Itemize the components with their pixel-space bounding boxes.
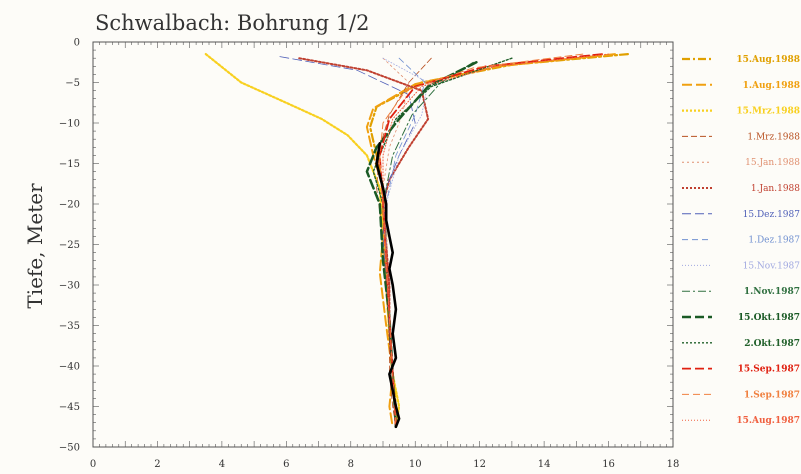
series-line bbox=[298, 57, 430, 428]
legend-label: 15.Dez.1987 bbox=[743, 210, 801, 220]
y-axis-label: Tiefe, Meter bbox=[23, 183, 47, 309]
legend-label: 15.Nov.1987 bbox=[743, 261, 801, 271]
legend-label: 15.Aug.1987 bbox=[736, 416, 800, 426]
x-tick-label: 6 bbox=[283, 459, 289, 470]
x-tick-label: 10 bbox=[409, 459, 422, 470]
legend-label: 15.Okt.1987 bbox=[738, 313, 800, 323]
x-tick-label: 16 bbox=[602, 459, 615, 470]
legend-label: 1.Aug.1988 bbox=[743, 81, 800, 91]
legend-label: 1.Nov.1987 bbox=[744, 287, 800, 297]
y-tick-label: −10 bbox=[59, 119, 80, 130]
y-tick-label: −50 bbox=[59, 443, 80, 454]
series-line bbox=[382, 53, 610, 428]
series-line bbox=[378, 53, 603, 428]
x-tick-label: 12 bbox=[473, 459, 486, 470]
legend-label: 15.Mrz.1988 bbox=[736, 107, 800, 117]
x-tick-label: 18 bbox=[667, 459, 680, 470]
y-tick-label: −30 bbox=[59, 281, 80, 292]
series-line bbox=[365, 53, 616, 428]
legend-label: 15.Sep.1987 bbox=[738, 365, 800, 375]
legend: 15.Aug.1988 1.Aug.1988 15.Mrz.1988 1.Mrz.19… bbox=[682, 55, 800, 426]
x-tick-label: 4 bbox=[219, 459, 225, 470]
legend-label: 15.Aug.1988 bbox=[736, 55, 800, 65]
legend-label: 1.Mrz.1988 bbox=[747, 132, 800, 142]
y-tick-label: −45 bbox=[59, 402, 80, 413]
legend-label: 2.Okt.1987 bbox=[744, 339, 800, 349]
y-tick-label: −35 bbox=[59, 321, 80, 332]
y-tick-label: −15 bbox=[59, 159, 80, 170]
y-tick-label: −20 bbox=[59, 200, 80, 211]
y-tick-label: −5 bbox=[65, 78, 80, 89]
legend-label: 1.Jan.1988 bbox=[751, 184, 800, 194]
legend-label: 15.Jan.1988 bbox=[745, 158, 800, 168]
y-tick-label: −25 bbox=[59, 240, 80, 251]
x-tick-label: 0 bbox=[90, 459, 96, 470]
series-line bbox=[204, 52, 401, 428]
y-tick-label: 0 bbox=[74, 38, 80, 49]
y-tick-label: −40 bbox=[59, 362, 80, 373]
minor-ticks bbox=[92, 41, 674, 448]
chart-title: Schwalbach: Bohrung 1/2 bbox=[95, 11, 370, 35]
x-axis-ticks: 0 2 4 6 8 10 12 14 16 18 bbox=[90, 459, 680, 470]
series-line bbox=[365, 61, 478, 429]
series-lines bbox=[204, 52, 630, 429]
legend-label: 1.Dez.1987 bbox=[748, 236, 800, 246]
x-tick-label: 2 bbox=[154, 459, 160, 470]
y-axis-ticks: 0 −5 −10 −15 −20 −25 −30 −35 −40 −45 −50 bbox=[59, 38, 80, 454]
x-tick-label: 14 bbox=[538, 459, 551, 470]
series-line bbox=[379, 53, 584, 428]
series-line bbox=[375, 142, 401, 429]
x-tick-label: 8 bbox=[348, 459, 354, 470]
legend-label: 1.Sep.1987 bbox=[744, 390, 800, 400]
